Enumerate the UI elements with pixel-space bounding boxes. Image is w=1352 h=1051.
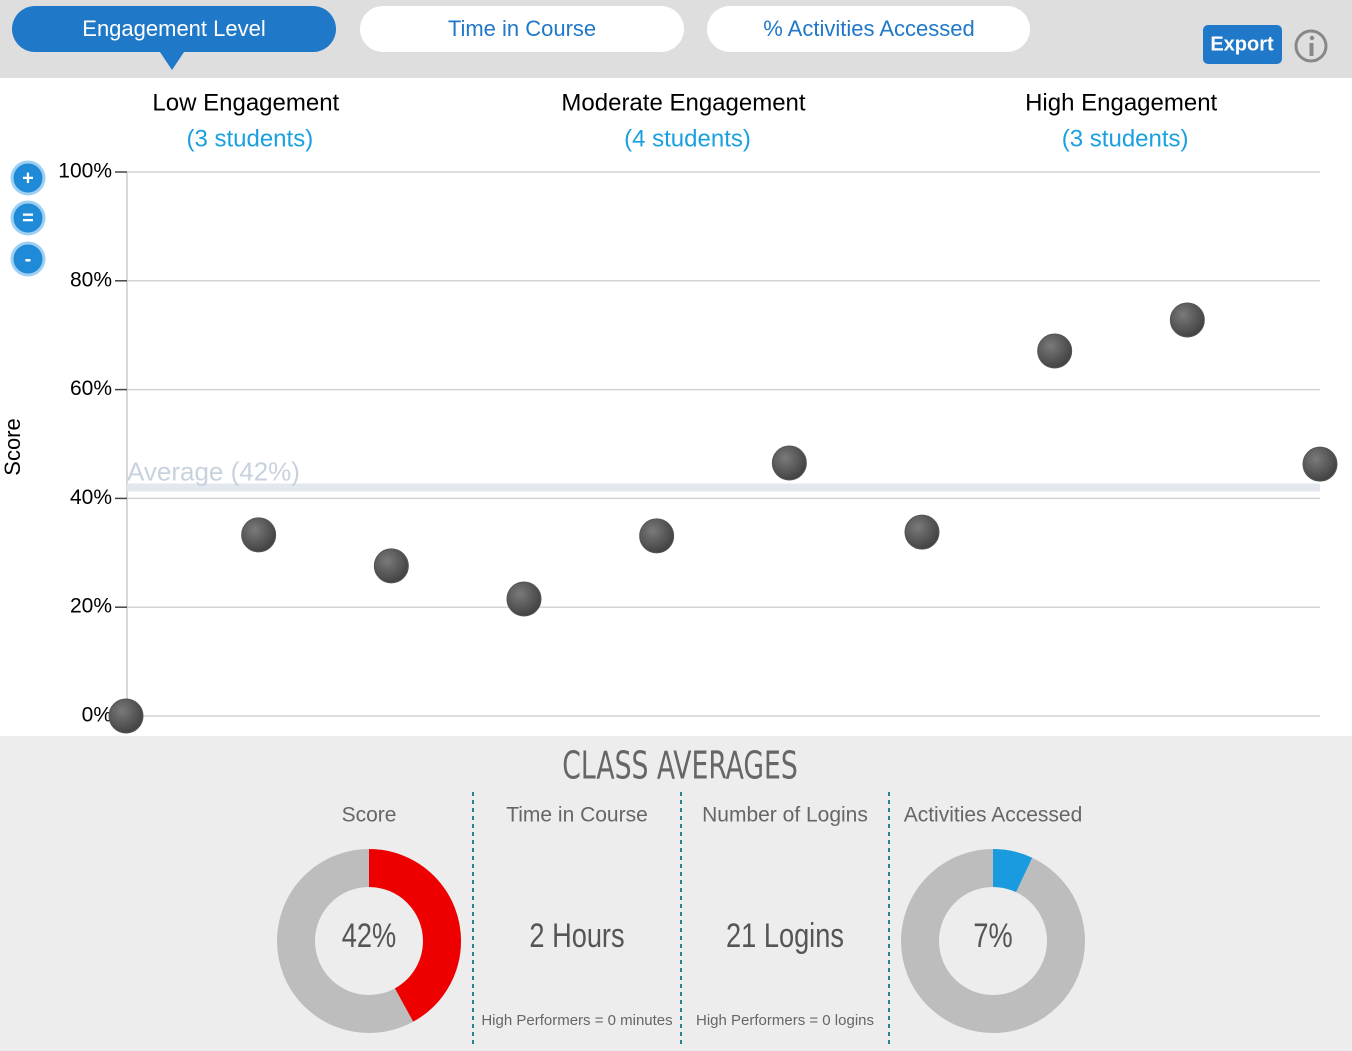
plot: 0% 20% 40% 60% 80% 100% Average (42%) Low Engag… (58, 89, 1338, 734)
y-tick-label: 100% (58, 160, 112, 183)
group-count: (3 students) (1062, 125, 1189, 152)
group-count: (4 students) (624, 125, 751, 152)
stat-label: Time in Course (506, 804, 648, 827)
info-icon[interactable] (1294, 29, 1328, 63)
group-title: Moderate Engagement (561, 89, 805, 116)
export-label[interactable]: Export (1210, 33, 1274, 55)
chart-area (0, 78, 1352, 736)
stat-note: High Performers = 0 logins (696, 1012, 874, 1029)
y-axis-label: Score (0, 418, 25, 475)
tab[interactable]: % Activities Accessed (707, 6, 1030, 52)
average-line (127, 483, 1320, 492)
y-tick-label: 40% (70, 486, 112, 509)
section-title: CLASS AVERAGES (562, 744, 798, 789)
zoom-button[interactable] (10, 160, 46, 196)
averages-panel (0, 736, 1352, 1051)
point (1302, 446, 1338, 482)
stat-value: 7% (973, 916, 1012, 955)
stat-value: 42% (342, 916, 396, 955)
point (373, 548, 409, 584)
y-tick-label: 20% (70, 595, 112, 618)
zoom-button[interactable] (10, 200, 46, 236)
y-tick-label: 60% (70, 377, 112, 400)
class-averages: CLASS AVERAGES Score 42% Time in Course 2 Ho… (277, 744, 1085, 1046)
stat-label: Activities Accessed (904, 804, 1083, 827)
point (108, 698, 144, 734)
export-button[interactable]: Export (1203, 25, 1282, 64)
tab[interactable]: Time in Course (360, 6, 684, 52)
point (771, 445, 807, 481)
point (506, 581, 542, 617)
point (904, 514, 940, 550)
zoom-label[interactable]: = (22, 207, 34, 229)
point (1169, 302, 1205, 338)
tab-label[interactable]: Engagement Level (82, 16, 265, 41)
group-count: (3 students) (186, 125, 313, 152)
zoom-controls: + = - (10, 160, 46, 277)
zoom-label[interactable]: - (25, 248, 32, 270)
tab[interactable]: Engagement Level (12, 6, 336, 70)
stat-label: Score (342, 804, 397, 827)
stat-value: 21 Logins (726, 916, 844, 955)
average-label: Average (42%) (127, 456, 300, 486)
group-title: Low Engagement (152, 89, 339, 116)
tab-label[interactable]: Time in Course (448, 16, 596, 41)
donut-segment (277, 849, 461, 1033)
tab-label[interactable]: % Activities Accessed (763, 16, 975, 41)
stat-label: Number of Logins (702, 804, 868, 827)
y-tick-label: 0% (82, 704, 112, 727)
stat-value: 2 Hours (529, 916, 624, 955)
zoom-button[interactable] (10, 241, 46, 277)
group-title: High Engagement (1025, 89, 1217, 116)
point (639, 518, 675, 554)
stat-note: High Performers = 0 minutes (481, 1012, 672, 1029)
point (1037, 333, 1073, 369)
point (241, 517, 277, 553)
y-tick-label: 80% (70, 268, 112, 291)
donut-segment (901, 849, 1085, 1033)
zoom-label[interactable]: + (22, 167, 34, 189)
